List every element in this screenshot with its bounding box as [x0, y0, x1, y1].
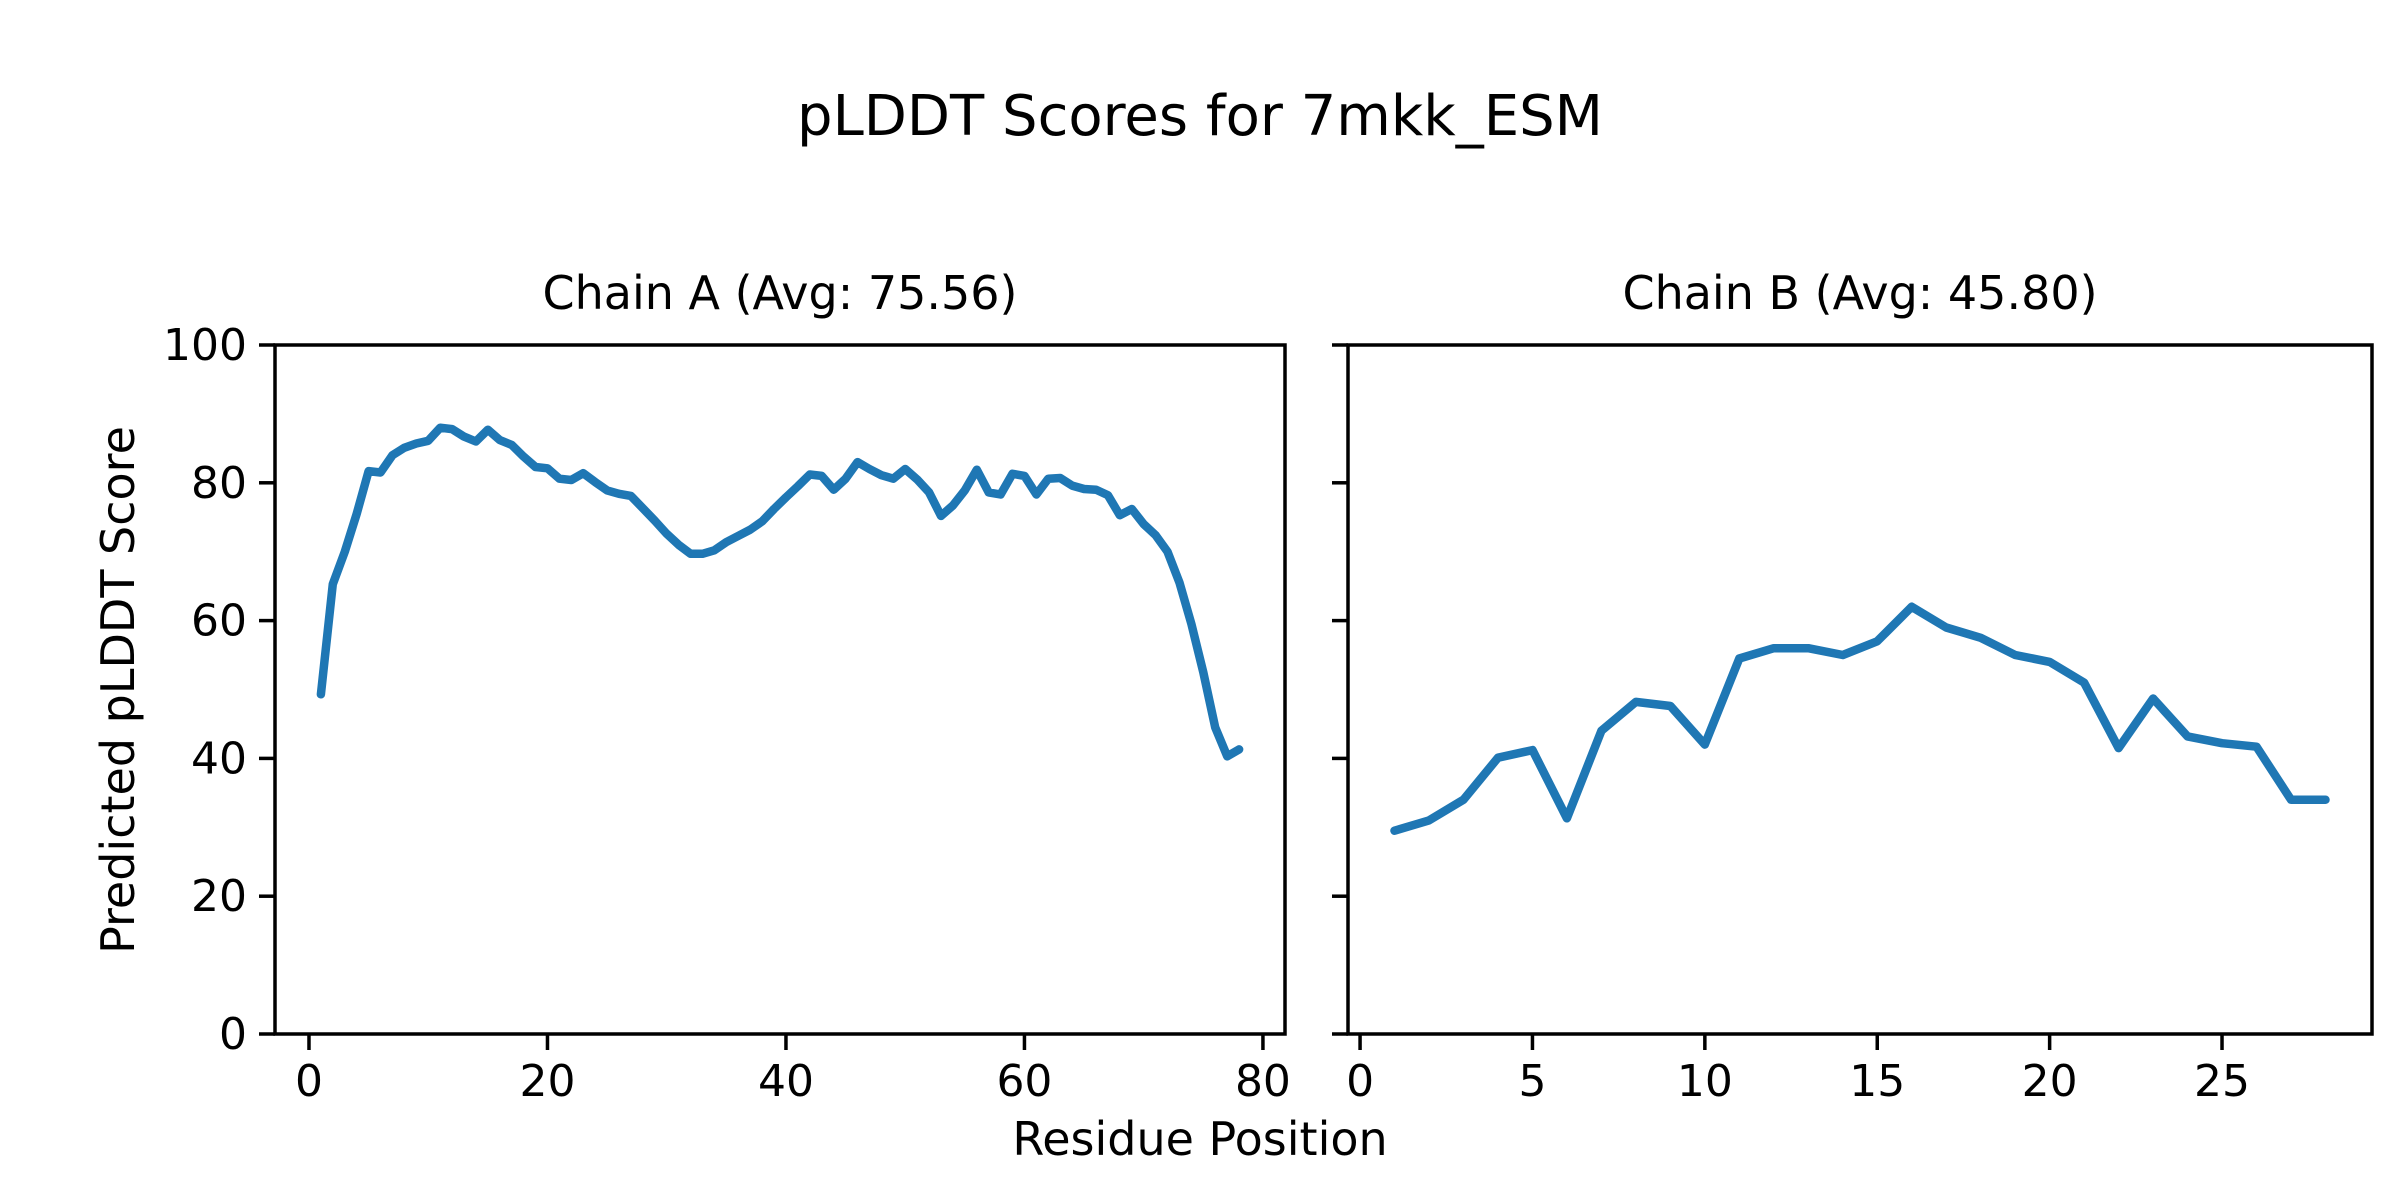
x-axis-label: Residue Position — [1012, 1112, 1388, 1166]
panel-a-y-tick-label: 80 — [191, 458, 247, 509]
panel-a-plddt-line — [316, 423, 1244, 761]
panel-b-x-tick-label: 0 — [1346, 1056, 1374, 1107]
panel-a-y-tick-label: 20 — [191, 871, 247, 922]
panel-a-y-tick-label: 100 — [163, 320, 247, 371]
panel-b-x-tick-label: 5 — [1518, 1056, 1546, 1107]
panel-b-x-tick-label: 15 — [1849, 1056, 1905, 1107]
panel-b-title: Chain B (Avg: 45.80) — [1622, 266, 2098, 320]
panel-b: 0 5 10 15 20 25 — [1332, 343, 2374, 1107]
panel-b-x-tick-label: 20 — [2022, 1056, 2078, 1107]
panel-a-y-tick-label: 60 — [191, 596, 247, 647]
panel-a-axes-box — [273, 343, 1287, 1036]
panel-a-x-tick-label: 0 — [295, 1056, 323, 1107]
panel-b-axes-box — [1346, 343, 2374, 1036]
panel-b-plddt-line — [1390, 602, 2330, 835]
panel-a-title: Chain A (Avg: 75.56) — [542, 266, 1018, 320]
panel-a-x-tick-label: 20 — [519, 1056, 575, 1107]
panel-a-y-tick-label: 40 — [191, 733, 247, 784]
panel-a-x-tick-label: 60 — [996, 1056, 1052, 1107]
panel-b-x-tick-label: 10 — [1677, 1056, 1733, 1107]
panel-a-x-tick-label: 80 — [1235, 1056, 1291, 1107]
figure-title: pLDDT Scores for 7mkk_ESM — [797, 84, 1603, 149]
panel-a-y-tick-label: 0 — [219, 1009, 247, 1060]
panel-a-x-tick-label: 40 — [758, 1056, 814, 1107]
panel-a: 0 20 40 60 80 100 0 20 40 60 80 — [163, 320, 1291, 1107]
panel-b-x-tick-label: 25 — [2194, 1056, 2250, 1107]
